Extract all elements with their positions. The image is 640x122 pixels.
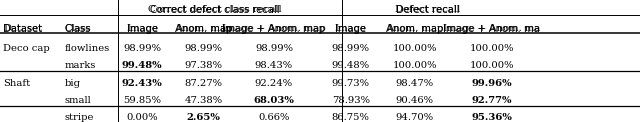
Text: 95.36%: 95.36%: [471, 113, 512, 122]
Text: 98.99%: 98.99%: [184, 44, 223, 53]
Text: 99.48%: 99.48%: [332, 61, 370, 70]
Text: 92.77%: 92.77%: [471, 96, 512, 105]
Text: 92.24%: 92.24%: [255, 79, 293, 88]
Text: Image: Image: [335, 24, 366, 34]
Text: 98.99%: 98.99%: [255, 44, 293, 53]
Text: Anom. map: Anom. map: [386, 24, 444, 33]
Text: 90.46%: 90.46%: [396, 96, 434, 105]
Text: 98.47%: 98.47%: [396, 79, 434, 88]
Text: 86.75%: 86.75%: [332, 113, 370, 122]
Text: Anom. map: Anom. map: [175, 24, 232, 34]
Text: 59.85%: 59.85%: [123, 96, 161, 105]
Text: Image: Image: [127, 24, 157, 34]
Text: 2.65%: 2.65%: [187, 113, 220, 122]
Text: Class: Class: [65, 24, 92, 33]
Text: 87.27%: 87.27%: [184, 79, 223, 88]
Text: 98.43%: 98.43%: [255, 61, 293, 70]
Text: 100.00%: 100.00%: [392, 61, 437, 70]
Text: 98.99%: 98.99%: [123, 44, 161, 53]
Text: Image + Anom. ma: Image + Anom. ma: [443, 24, 540, 33]
Text: 92.43%: 92.43%: [122, 79, 163, 88]
Text: Shaft: Shaft: [3, 79, 30, 88]
Text: Defect recall: Defect recall: [396, 5, 460, 15]
Text: Anom. map: Anom. map: [175, 24, 232, 33]
Text: 78.93%: 78.93%: [332, 96, 370, 105]
Text: Image + Anom. map: Image + Anom. map: [223, 24, 325, 34]
Text: flowlines: flowlines: [65, 44, 110, 53]
Text: Dataset: Dataset: [3, 24, 42, 34]
Text: Deco cap: Deco cap: [3, 44, 50, 53]
Text: 47.38%: 47.38%: [184, 96, 223, 105]
Text: small: small: [65, 96, 92, 105]
Text: Defect recall: Defect recall: [395, 5, 460, 14]
Text: 99.73%: 99.73%: [332, 79, 370, 88]
Text: Correct defect class recall: Correct defect class recall: [148, 5, 281, 14]
Text: marks: marks: [65, 61, 96, 70]
Text: big: big: [65, 79, 81, 88]
Text: 100.00%: 100.00%: [392, 44, 437, 53]
Text: 68.03%: 68.03%: [253, 96, 294, 105]
Text: 99.96%: 99.96%: [471, 79, 512, 88]
Text: stripe: stripe: [65, 113, 94, 122]
Text: 100.00%: 100.00%: [469, 44, 514, 53]
Text: 98.99%: 98.99%: [332, 44, 370, 53]
Text: Class: Class: [65, 24, 91, 34]
Text: Image + Anom. map: Image + Anom. map: [222, 24, 326, 33]
Text: Dataset: Dataset: [3, 24, 42, 33]
Text: 100.00%: 100.00%: [469, 61, 514, 70]
Text: Image: Image: [335, 24, 367, 33]
Text: 94.70%: 94.70%: [396, 113, 434, 122]
Text: Anom. map: Anom. map: [386, 24, 444, 34]
Text: 0.00%: 0.00%: [126, 113, 158, 122]
Text: 97.38%: 97.38%: [184, 61, 223, 70]
Text: Image + Anom. ma: Image + Anom. ma: [443, 24, 540, 34]
Text: 99.48%: 99.48%: [122, 61, 163, 70]
Text: Correct defect class recall: Correct defect class recall: [150, 5, 279, 15]
Text: Image: Image: [126, 24, 158, 33]
Text: 0.66%: 0.66%: [258, 113, 290, 122]
